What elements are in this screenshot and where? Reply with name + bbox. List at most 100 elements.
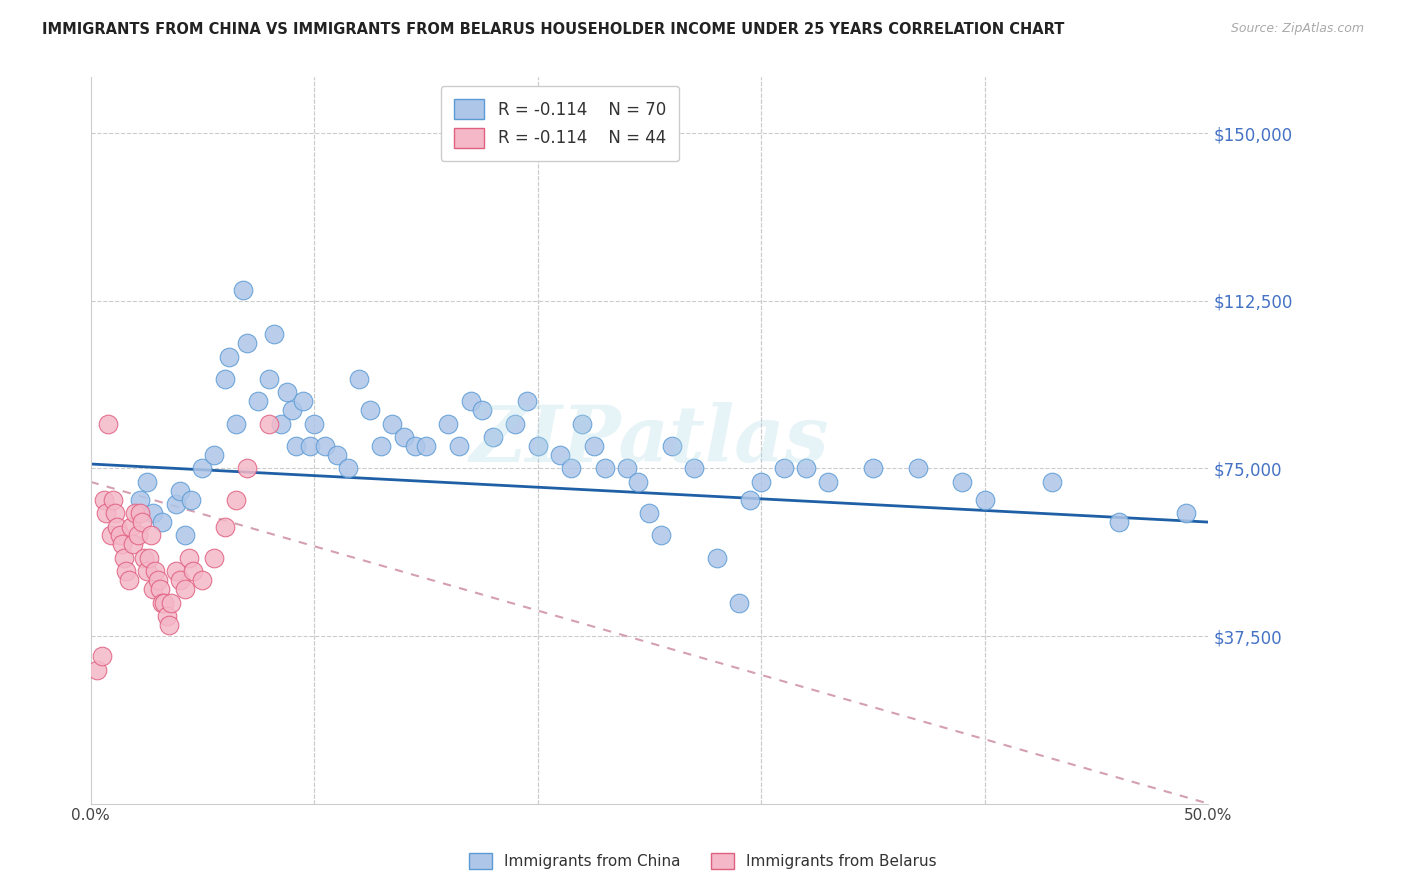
Point [683, 461, 706, 475]
Point [150, 595, 173, 609]
Text: ZIPatlas: ZIPatlas [470, 402, 830, 479]
Point [548, 448, 571, 462]
Point [127, 528, 149, 542]
Point [112, 550, 135, 565]
Point [582, 439, 605, 453]
Point [97, 417, 120, 431]
Point [907, 461, 929, 475]
Point [749, 475, 772, 489]
Point [482, 430, 505, 444]
Point [202, 448, 225, 462]
Point [281, 403, 304, 417]
Point [336, 461, 359, 475]
Point [191, 573, 214, 587]
Point [392, 430, 415, 444]
Point [153, 595, 176, 609]
Point [298, 439, 321, 453]
Point [146, 573, 169, 587]
Point [259, 417, 281, 431]
Point [96, 506, 118, 520]
Point [505, 417, 527, 431]
Point [359, 403, 381, 417]
Point [149, 582, 172, 596]
Point [135, 475, 157, 489]
Text: Source: ZipAtlas.com: Source: ZipAtlas.com [1230, 22, 1364, 36]
Point [173, 582, 195, 596]
Point [862, 461, 884, 475]
Point [145, 564, 167, 578]
Point [122, 537, 145, 551]
Point [100, 528, 122, 542]
Point [169, 573, 191, 587]
Point [276, 385, 298, 400]
Point [460, 394, 482, 409]
Point [214, 372, 236, 386]
Point [952, 475, 974, 489]
Point [128, 492, 150, 507]
Point [347, 372, 370, 386]
Point [270, 417, 292, 431]
Text: IMMIGRANTS FROM CHINA VS IMMIGRANTS FROM BELARUS HOUSEHOLDER INCOME UNDER 25 YEA: IMMIGRANTS FROM CHINA VS IMMIGRANTS FROM… [42, 22, 1064, 37]
Point [225, 417, 247, 431]
Point [128, 506, 150, 520]
Point [415, 439, 437, 453]
Point [138, 550, 160, 565]
Point [285, 439, 308, 453]
Point [214, 519, 236, 533]
Point [142, 506, 165, 520]
Point [86, 663, 108, 677]
Point [661, 439, 683, 453]
Point [139, 528, 162, 542]
Point [232, 283, 254, 297]
Point [124, 506, 146, 520]
Point [115, 564, 138, 578]
Point [571, 417, 593, 431]
Point [101, 492, 124, 507]
Point [728, 595, 751, 609]
Point [157, 618, 180, 632]
Point [131, 515, 153, 529]
Point [593, 461, 616, 475]
Point [817, 475, 839, 489]
Point [314, 439, 336, 453]
Point [135, 564, 157, 578]
Point [160, 595, 183, 609]
Point [191, 461, 214, 475]
Point [165, 497, 187, 511]
Point [794, 461, 817, 475]
Point [449, 439, 471, 453]
Point [111, 537, 134, 551]
Point [263, 327, 285, 342]
Point [247, 394, 270, 409]
Point [381, 417, 404, 431]
Point [370, 439, 392, 453]
Point [120, 519, 142, 533]
Point [291, 394, 314, 409]
Point [108, 528, 131, 542]
Point [302, 417, 325, 431]
Point [437, 417, 460, 431]
Point [515, 394, 537, 409]
Point [90, 649, 112, 664]
Point [165, 564, 187, 578]
Point [236, 336, 259, 351]
Point [738, 492, 761, 507]
Point [404, 439, 426, 453]
Point [1108, 515, 1130, 529]
Point [156, 609, 179, 624]
Point [1040, 475, 1063, 489]
Point [183, 564, 205, 578]
Point [142, 582, 165, 596]
Point [150, 515, 173, 529]
Point [526, 439, 548, 453]
Point [236, 461, 259, 475]
Point [627, 475, 650, 489]
Point [325, 448, 347, 462]
Point [616, 461, 638, 475]
Point [225, 492, 247, 507]
Legend: R = -0.114    N = 70, R = -0.114    N = 44: R = -0.114 N = 70, R = -0.114 N = 44 [441, 86, 679, 161]
Point [706, 550, 728, 565]
Point [218, 350, 240, 364]
Point [117, 573, 139, 587]
Point [134, 550, 156, 565]
